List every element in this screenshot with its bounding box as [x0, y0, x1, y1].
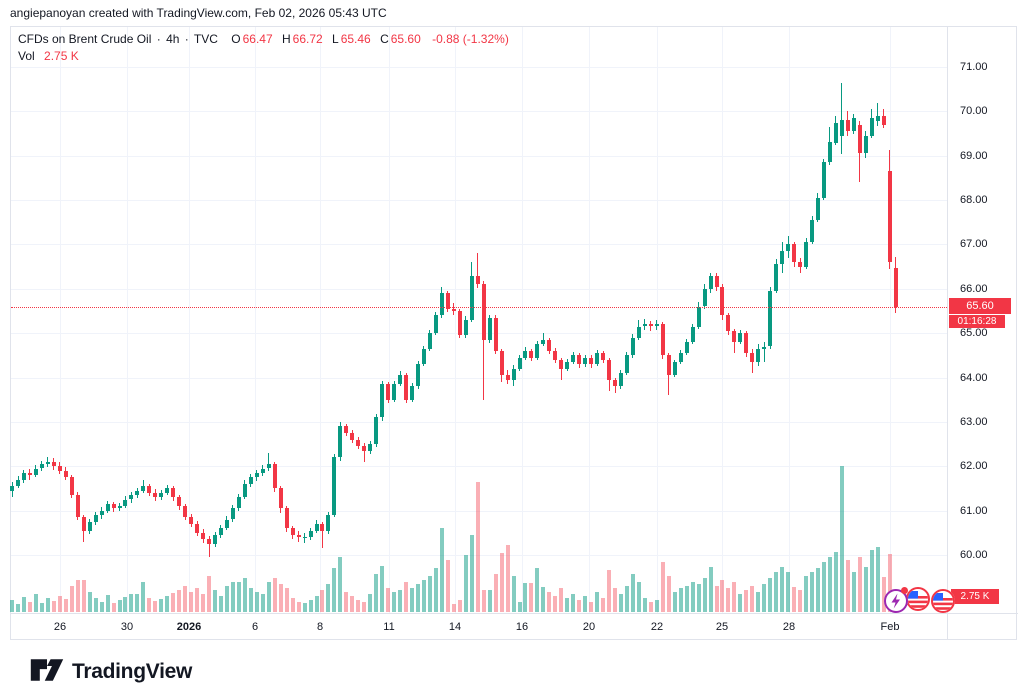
current-volume-badge: 2.75 K	[951, 589, 999, 604]
x-axis-label: 25	[715, 621, 729, 633]
last-price-line	[11, 306, 947, 308]
x-axis-label: 28	[782, 621, 796, 633]
volume-legend[interactable]: Vol 2.75 K	[18, 49, 79, 63]
x-axis-label: 26	[53, 621, 67, 633]
x-axis-label: 14	[448, 621, 462, 633]
tradingview-wordmark[interactable]: TradingView	[72, 660, 193, 683]
notification-dot	[901, 587, 908, 594]
y-axis-label: 67.00	[960, 238, 988, 251]
attribution-text: angiepanoyan created with TradingView.co…	[10, 6, 387, 20]
close-value: 65.60	[390, 32, 421, 46]
boost-lightning-icon[interactable]	[884, 589, 908, 613]
y-axis-label: 64.00	[960, 371, 988, 384]
y-axis-label: 70.00	[960, 105, 988, 118]
vol-value: 2.75 K	[44, 49, 79, 63]
time-axis-separator	[10, 613, 1018, 614]
x-axis-label: 16	[515, 621, 529, 633]
us-flag-icon[interactable]	[931, 589, 955, 613]
y-axis-label: 68.00	[960, 194, 988, 207]
vol-label: Vol	[18, 49, 35, 63]
open-value: 66.47	[242, 32, 273, 46]
low-value: 65.46	[340, 32, 371, 46]
y-axis-label: 61.00	[960, 504, 988, 517]
y-axis-label: 62.00	[960, 460, 988, 473]
interval-label: 4h	[166, 32, 180, 46]
us-flag-icon[interactable]	[906, 587, 930, 611]
x-axis-label: 22	[650, 621, 664, 633]
y-axis-label: 65.00	[960, 327, 988, 340]
y-axis-label: 63.00	[960, 415, 988, 428]
x-axis-label: 6	[251, 621, 259, 633]
symbol-title: CFDs on Brent Crude Oil	[18, 32, 152, 46]
high-value: 66.72	[292, 32, 323, 46]
x-axis-label: 11	[383, 621, 395, 633]
price-axis-separator	[947, 26, 948, 640]
footer-bar	[0, 640, 1024, 696]
x-axis-label: Feb	[880, 621, 900, 633]
change-value: -0.88 (-1.32%)	[432, 32, 509, 46]
y-axis-label: 71.00	[960, 61, 988, 73]
current-price-badge: 65.60	[949, 298, 1011, 314]
x-axis-label: 8	[316, 621, 324, 633]
y-axis-label: 60.00	[960, 549, 988, 561]
y-axis-label: 69.00	[960, 149, 988, 162]
exchange-label: TVC	[193, 32, 218, 46]
x-axis-label: 30	[120, 621, 134, 633]
symbol-legend[interactable]: CFDs on Brent Crude Oil · 4h · TVC O 66.4…	[18, 32, 509, 46]
bar-countdown-badge: 01:16:28	[949, 315, 1005, 328]
tradingview-logo-icon[interactable]	[29, 657, 65, 688]
x-axis-label: 20	[582, 621, 596, 633]
x-axis-label: 2026	[176, 621, 202, 633]
y-axis-label: 66.00	[960, 282, 988, 295]
